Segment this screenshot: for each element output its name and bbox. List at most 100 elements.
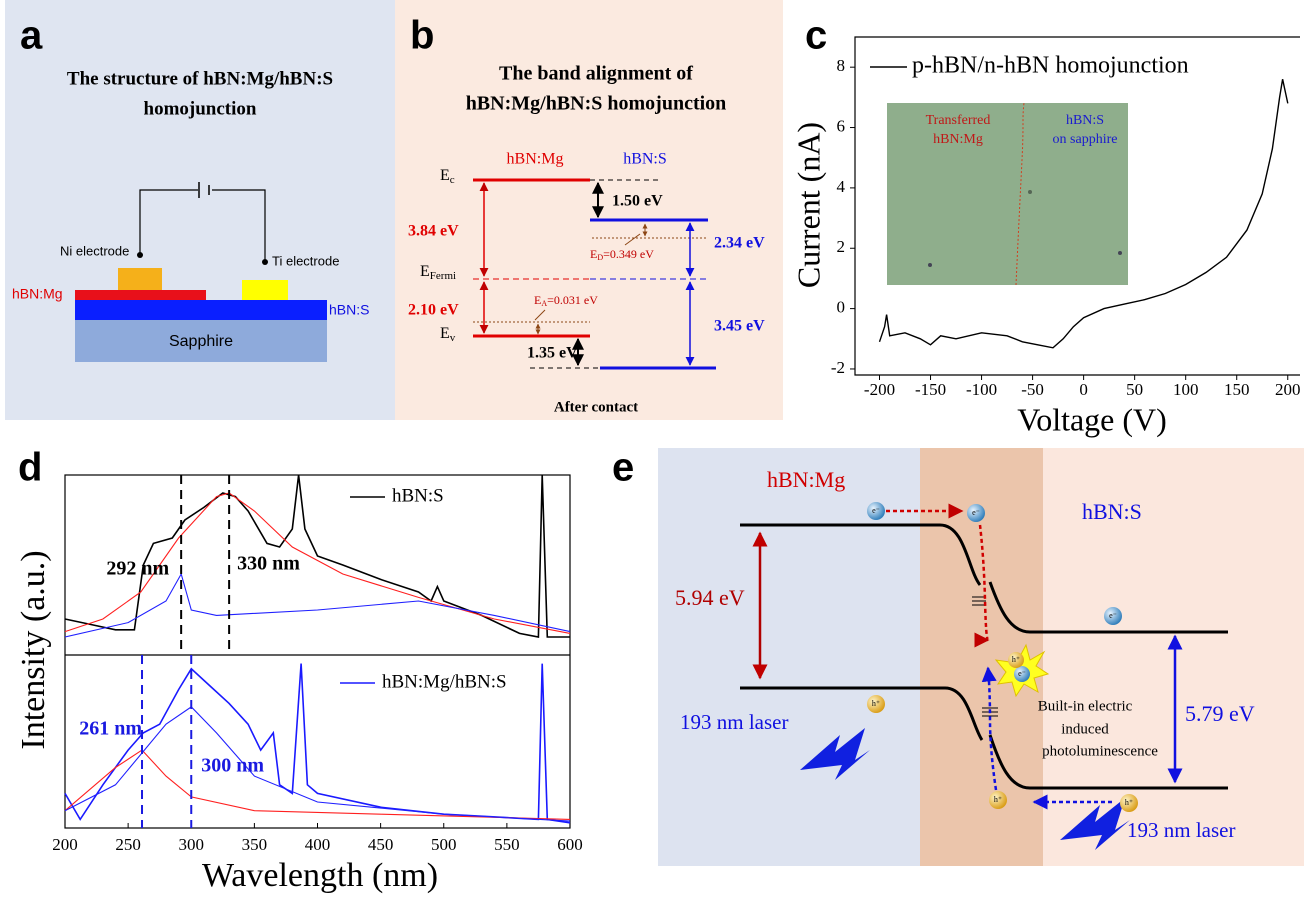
peak-label: 330 nm <box>237 553 300 575</box>
conduction-band <box>740 523 982 586</box>
electron <box>1014 666 1030 682</box>
circuit-wire <box>139 189 266 262</box>
panel-title: The structure of hBN:Mg/hBN:S <box>67 68 333 89</box>
level-symbol: E <box>590 247 597 261</box>
acceptor-label: EA=0.031 eV <box>534 293 598 308</box>
y-axis-title: Current (nA) <box>790 122 826 288</box>
level-symbol: E <box>440 325 450 342</box>
panel-title: homojunction <box>144 98 257 119</box>
energy-label: 5.79 eV <box>1185 701 1255 726</box>
laser-bolt <box>800 728 870 780</box>
side-label: hBN:S <box>623 151 667 168</box>
boundary-line <box>1015 102 1025 286</box>
level-label: EFermi <box>420 263 456 282</box>
contact-dot <box>137 252 143 258</box>
level-symbol: E <box>440 167 450 184</box>
electron-label: e⁻ <box>1018 669 1026 678</box>
mechanism-text: Built-in electric <box>1038 698 1133 714</box>
panel-letter: b <box>410 14 434 58</box>
y-axis-title: Intensity (a.u.) <box>15 550 52 749</box>
axis-frame <box>854 36 1300 376</box>
laser-label: 193 nm laser <box>1127 818 1235 842</box>
data-line <box>64 474 570 638</box>
side-label: hBN:Mg <box>767 467 845 492</box>
x-tick-label: 200 <box>1275 380 1301 399</box>
axis-frame <box>64 474 571 829</box>
x-tick-label: 250 <box>115 835 141 854</box>
trap-levels <box>972 596 998 717</box>
x-tick-label: 500 <box>431 835 457 854</box>
defect <box>1028 190 1032 194</box>
x-tick-label: 400 <box>305 835 331 854</box>
side-label: hBN:S <box>1082 499 1142 524</box>
p-layer <box>75 290 206 300</box>
inset-micrograph <box>887 103 1128 285</box>
electron-label: e⁻ <box>972 508 980 517</box>
panel-b: b The band alignment of hBN:Mg/hBN:S hom… <box>395 0 783 420</box>
contact-dot <box>262 259 268 265</box>
legend-label: p-hBN/n-hBN homojunction <box>912 53 1189 79</box>
donor-label: ED=0.349 eV <box>590 247 654 262</box>
panel-letter: c <box>805 14 827 58</box>
panel-a: a The structure of hBN:Mg/hBN:S homojunc… <box>5 0 395 420</box>
x-tick-label: -50 <box>1021 380 1044 399</box>
data-line <box>64 749 571 820</box>
valence-band <box>740 686 984 741</box>
x-tick-label: 600 <box>557 835 583 854</box>
layer-label: hBN:Mg <box>12 286 63 302</box>
level-value: =0.031 eV <box>547 293 598 307</box>
substrate-label: Sapphire <box>169 333 233 350</box>
transfer-arrow <box>981 666 998 791</box>
level-label: Ec <box>440 167 455 186</box>
y-tick-label: -2 <box>831 358 845 377</box>
n-layer <box>75 300 327 320</box>
level-value: =0.349 eV <box>603 247 654 261</box>
panel-letter: d <box>18 446 42 490</box>
energy-label: 1.50 eV <box>612 193 663 210</box>
energy-label: 2.10 eV <box>408 302 459 319</box>
valence-band <box>988 734 1228 790</box>
x-tick-label: -150 <box>915 380 946 399</box>
side-label: hBN:Mg <box>507 151 564 168</box>
energy-label: 2.34 eV <box>714 235 765 252</box>
carriers: e⁻ e⁻ e⁻ e⁻ h⁺ h⁺ h⁺ h⁺ <box>867 502 1138 812</box>
x-axis-title: Wavelength (nm) <box>202 857 438 894</box>
substrate <box>75 320 327 362</box>
laser-bolt <box>1060 798 1130 850</box>
electron-label: e⁻ <box>1109 611 1117 620</box>
energy-label: 3.45 eV <box>714 318 765 335</box>
panel-c <box>887 102 1128 286</box>
hole <box>989 791 1007 809</box>
y-tick-label: 0 <box>837 298 846 317</box>
y-tick-label: 6 <box>837 116 846 135</box>
ni-electrode <box>118 268 162 290</box>
hole <box>1120 794 1138 812</box>
y-tick-label: 2 <box>837 237 846 256</box>
x-tick-label: 450 <box>368 835 394 854</box>
panel-footer: After contact <box>554 399 638 415</box>
electron <box>1104 607 1122 625</box>
electron-label: e⁻ <box>872 506 880 515</box>
electrode-label: Ni electrode <box>60 243 129 258</box>
x-tick-label: 300 <box>179 835 205 854</box>
x-tick-label: 550 <box>494 835 520 854</box>
legend-label: hBN:S <box>392 485 444 506</box>
data-line <box>878 79 1289 349</box>
leader-line <box>534 309 546 321</box>
level-subscript: c <box>450 174 455 186</box>
layer-label: hBN:S <box>329 302 369 318</box>
panel-background <box>395 0 783 420</box>
hole-label: h⁺ <box>1125 798 1133 807</box>
electrode-label: Ti electrode <box>272 253 339 268</box>
level-subscript: A <box>541 299 547 308</box>
energy-label: 5.94 eV <box>675 585 745 610</box>
defect <box>1118 251 1122 255</box>
x-tick-label: 0 <box>1079 380 1088 399</box>
inset-label: on sapphire <box>1053 132 1118 147</box>
level-subscript: Fermi <box>430 270 456 282</box>
defect <box>928 263 932 267</box>
y-tick-label: 4 <box>837 177 846 196</box>
inset-label: Transferred <box>926 113 991 128</box>
mechanism-text: photoluminescence <box>1042 743 1158 759</box>
